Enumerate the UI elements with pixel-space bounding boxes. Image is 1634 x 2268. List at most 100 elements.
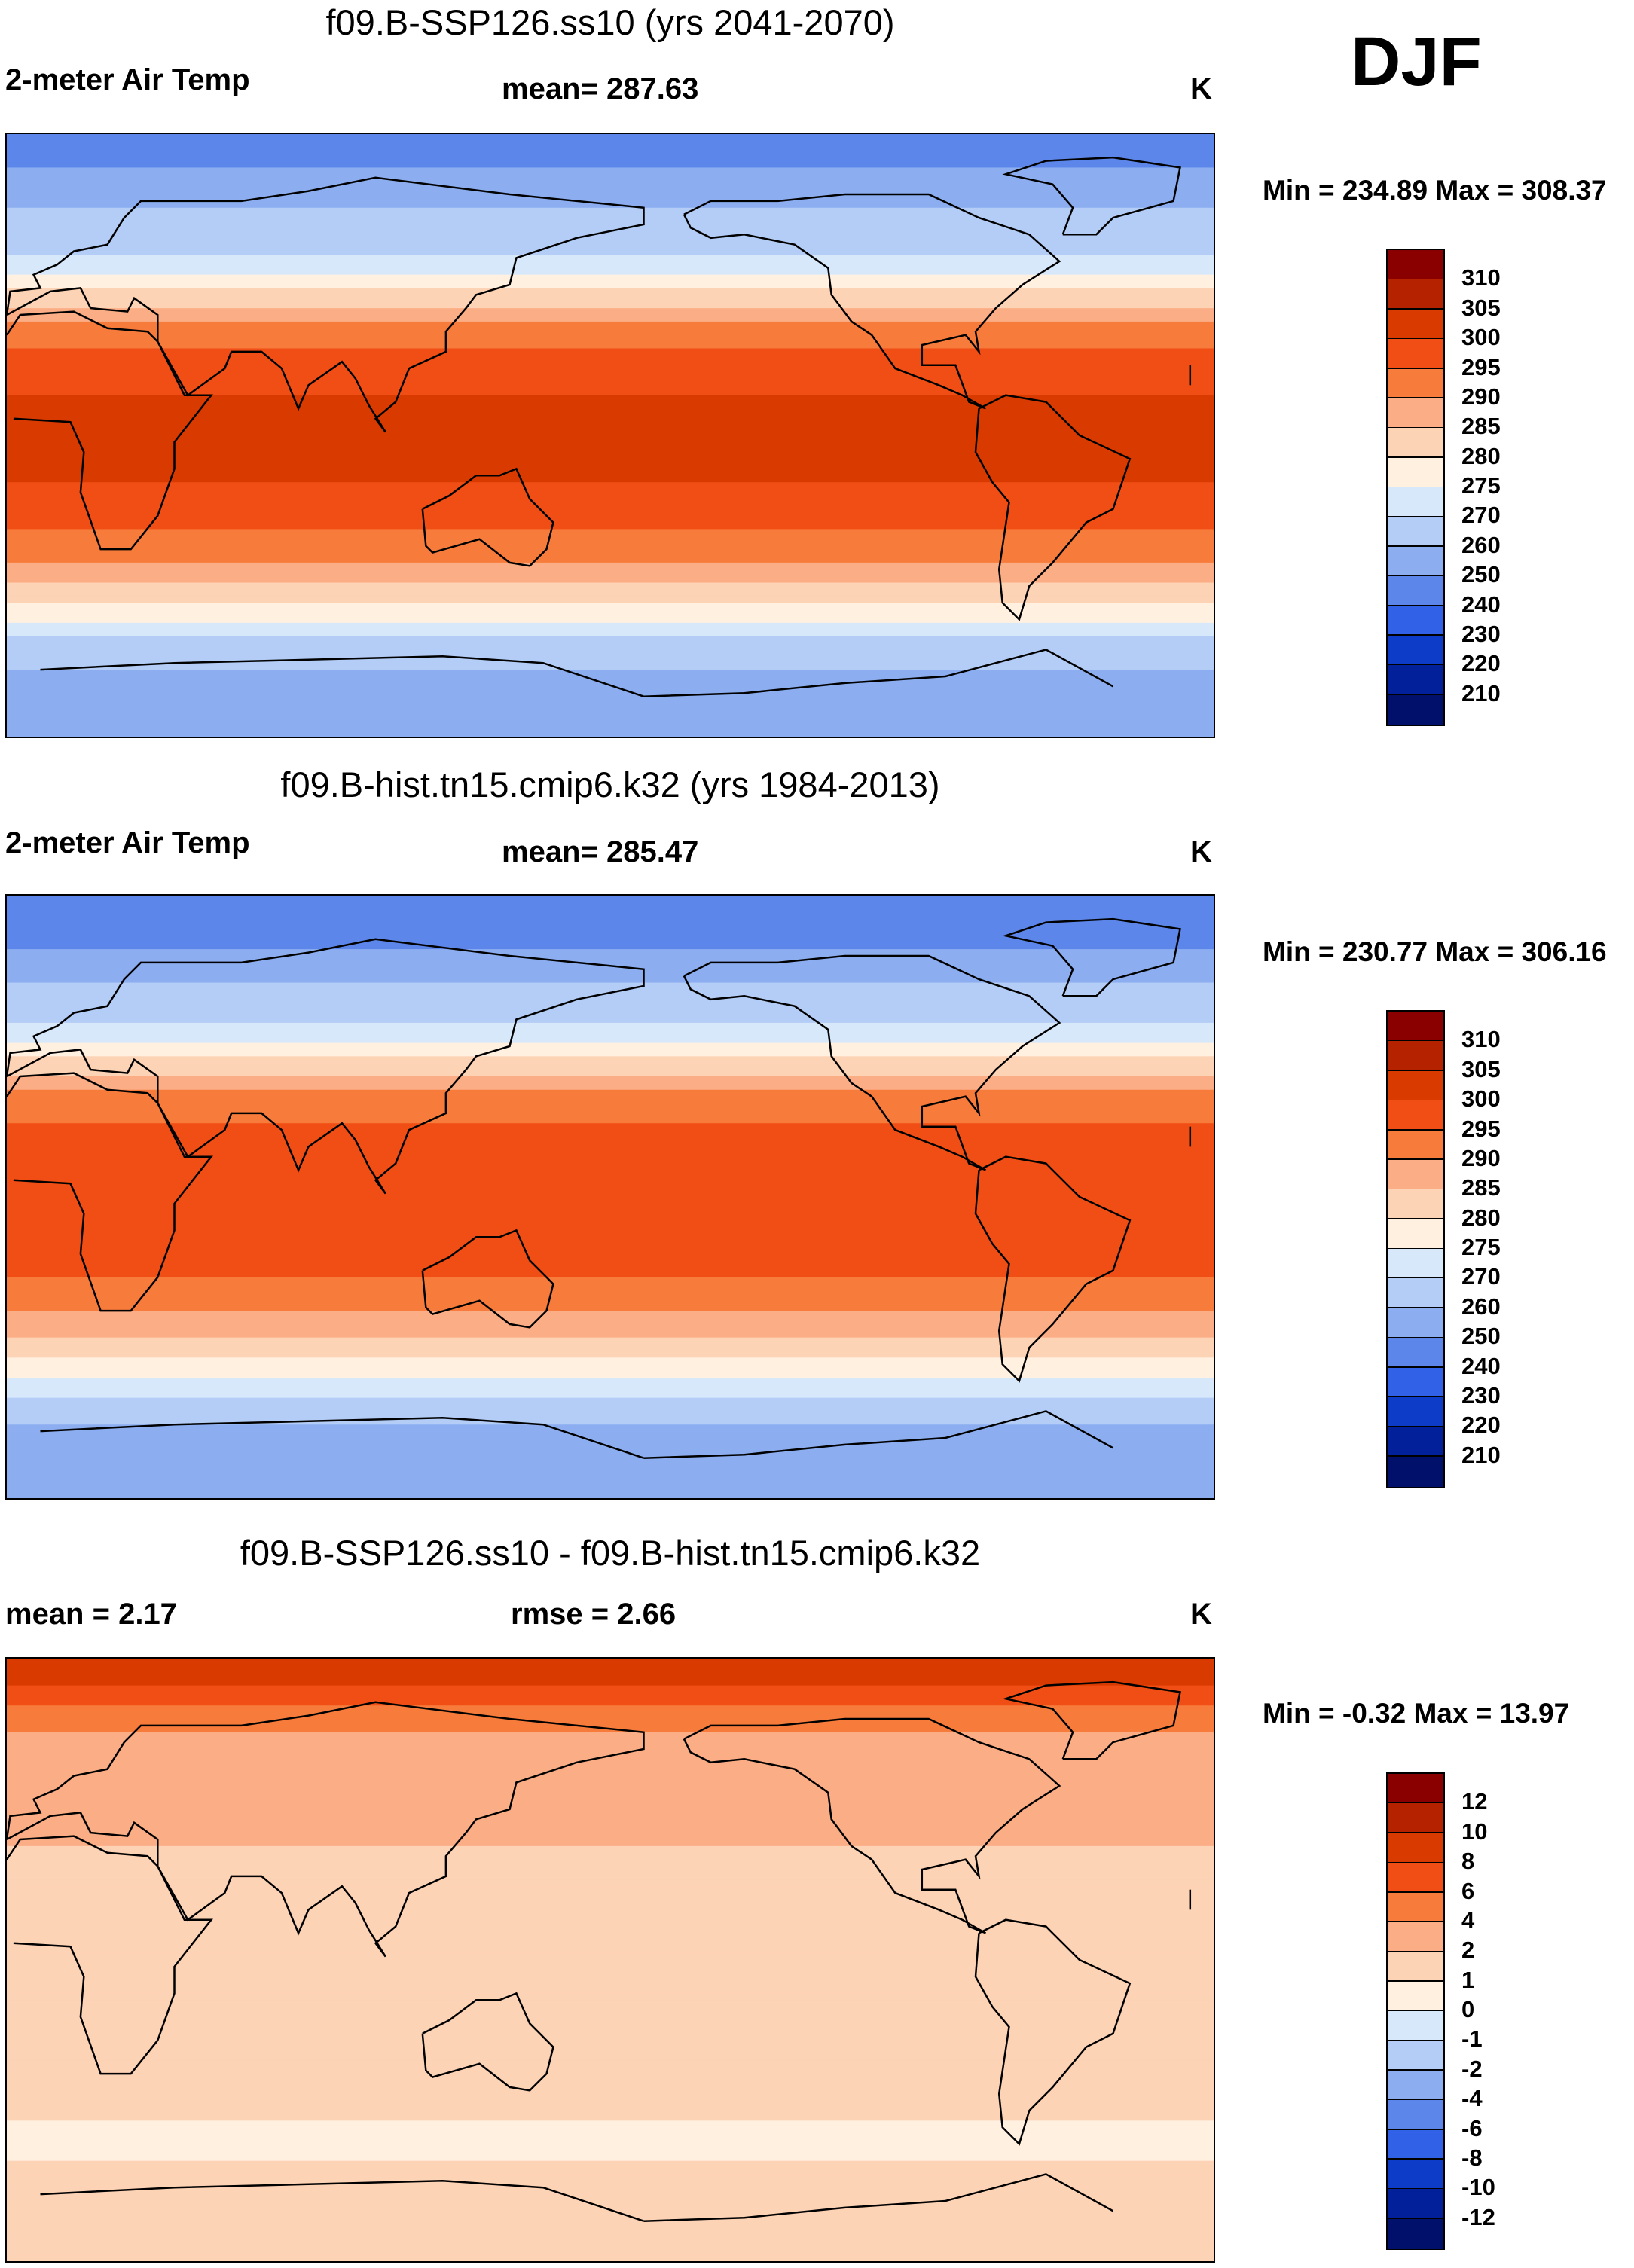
colorbar-box [1388,2011,1443,2041]
field-band [7,2047,1214,2055]
field-band [7,2187,1214,2196]
field-band [7,1879,1214,1888]
field-band [7,1732,1214,1740]
field-band [7,703,1214,711]
field-band [7,2100,1214,2108]
colorbar-box [1388,1427,1443,1458]
field-band [7,1960,1214,1967]
field-layer [7,1659,1214,2261]
field-band [7,188,1214,195]
colorbar-box [1388,368,1443,399]
field-band [7,996,1214,1004]
field-band [7,1089,1214,1097]
field-band [7,1792,1214,1800]
field-band [7,515,1214,524]
colorbar-tick-label: 260 [1461,1293,1501,1320]
colorbar-box [1388,1803,1443,1834]
coastline-greenland [1002,917,1181,997]
field-band [7,1216,1214,1225]
field-band [7,1137,1214,1144]
field-band [7,575,1214,584]
panel1-map-svg [7,134,1214,737]
field-band [7,1123,1214,1131]
field-band [7,549,1214,557]
field-band [7,1397,1214,1406]
colorbar-box [1388,2189,1443,2220]
colorbar-tick-label: 280 [1461,1204,1501,1231]
field-band [7,375,1214,383]
field-band [7,1719,1214,1726]
field-band [7,2174,1214,2182]
field-band [7,1485,1214,1493]
colorbar-tick-label: 290 [1461,383,1501,410]
panel1-variable-label: 2-meter Air Temp [5,63,250,96]
colorbar-box [1388,576,1443,606]
field-band [7,1478,1214,1486]
field-band [7,1130,1214,1137]
colorbar-tick-label: -1 [1461,2025,1483,2053]
field-band [7,1082,1214,1091]
field-band [7,2040,1214,2048]
colorbar-box [1388,1397,1443,1427]
colorbar-box [1388,606,1443,636]
field-band [7,288,1214,296]
field-band [7,536,1214,544]
field-band [7,448,1214,456]
field-band [7,1323,1214,1332]
field-band [7,408,1214,417]
field-band [7,2033,1214,2041]
panel2-units: K [1190,835,1212,868]
colorbar-tick-label: 260 [1461,531,1501,558]
colorbar-tick-label: 230 [1461,1381,1501,1409]
colorbar-box [1388,1308,1443,1339]
coastlines [7,156,1192,697]
colorbar-tick-label: 310 [1461,264,1501,292]
field-band [7,1973,1214,1981]
colorbar-tick-label: 8 [1461,1848,1475,1875]
colorbar-tick-label: 1 [1461,1966,1475,1993]
field-band [7,1451,1214,1459]
field-band [7,915,1214,923]
field-band [7,2241,1214,2249]
field-band [7,1491,1214,1498]
field-band [7,496,1214,503]
field-band [7,1685,1214,1693]
field-band [7,716,1214,725]
field-band [7,1418,1214,1426]
colorbar-tick-label: -4 [1461,2085,1483,2112]
colorbar-tick-label: 290 [1461,1144,1501,1171]
field-band [7,341,1214,350]
field-band [7,475,1214,484]
panel2-mean-label: mean= 285.47 [502,835,699,868]
colorbar-tick-label: 310 [1461,1026,1501,1053]
field-band [7,321,1214,329]
field-band [7,1029,1214,1037]
field-band [7,1900,1214,1907]
field-band [7,670,1214,677]
panel3-map-svg [7,1659,1214,2261]
field-band [7,1049,1214,1058]
field-band [7,1659,1214,1666]
field-band [7,2194,1214,2202]
field-band [7,1471,1214,1479]
field-band [7,1371,1214,1378]
field-band [7,368,1214,376]
field-band [7,2160,1214,2169]
field-band [7,2254,1214,2261]
field-band [7,261,1214,269]
field-band [7,355,1214,363]
field-band [7,1431,1214,1439]
coastline-south_america [974,394,1132,621]
panel1-mean-label: mean= 287.63 [502,72,699,105]
colorbar-tick-label: -6 [1461,2114,1483,2141]
field-band [7,2007,1214,2015]
field-band [7,1337,1214,1345]
field-band [7,1692,1214,1700]
panel1-title: f09.B-SSP126.ss10 (yrs 2041-2070) [325,2,895,42]
colorbar-box [1388,546,1443,577]
panel2-minmax: Min = 230.77 Max = 306.16 [1263,936,1607,967]
field-band [7,908,1214,917]
colorbar-box [1388,2070,1443,2101]
coastline-africa [7,1072,213,1312]
field-band [7,1866,1214,1874]
